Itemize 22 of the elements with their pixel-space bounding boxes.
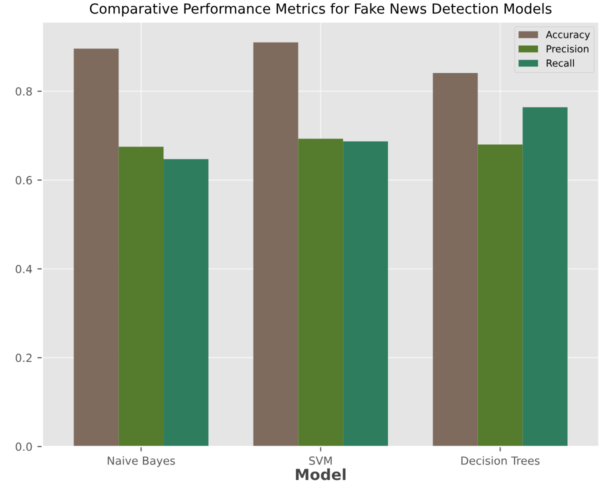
bar [522, 107, 568, 447]
bar [478, 144, 523, 447]
legend-label: Recall [546, 59, 574, 67]
bar [298, 138, 344, 447]
chart-title: Comparative Performance Metrics for Fake News Detection Models [90, 3, 552, 17]
y-tick-label: 0.4 [16, 264, 32, 274]
y-tick-label: 0.0 [16, 442, 32, 451]
x-tick-label: Decision Trees [461, 456, 540, 465]
x-tick-label: Naive Bayes [108, 456, 175, 467]
y-tick-label: 0.8 [16, 87, 32, 96]
y-tick-label: 0.6 [16, 176, 32, 184]
bar [253, 42, 298, 447]
x-axis-title: Model [296, 468, 346, 480]
bar [164, 159, 208, 447]
bar [343, 141, 388, 447]
legend-label: Accuracy [546, 31, 590, 40]
x-tick-label: SVM [309, 456, 332, 465]
bar [432, 73, 478, 447]
bar [118, 146, 164, 447]
bar [74, 48, 119, 447]
legend-label: Precision [546, 44, 588, 53]
y-tick-label: 0.2 [16, 354, 32, 362]
